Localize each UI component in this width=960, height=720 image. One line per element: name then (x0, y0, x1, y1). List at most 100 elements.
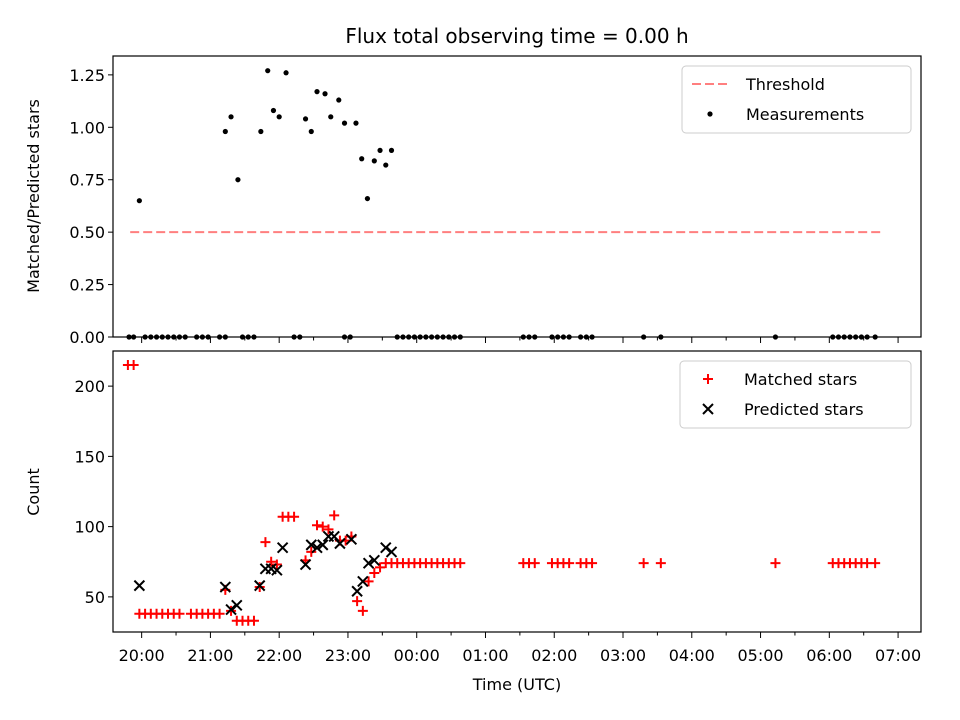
predicted-stars-point (380, 541, 392, 554)
measurements-point (371, 158, 377, 164)
measurements-point (359, 156, 365, 162)
matched-stars-point (289, 511, 300, 522)
top-y-tick-label: 0.25 (69, 276, 105, 295)
measurements-point (383, 162, 389, 168)
predicted-stars-point (311, 541, 323, 554)
bottom-y-tick-label: 200 (74, 377, 105, 396)
bottom-legend-label: Predicted stars (744, 400, 864, 419)
matched-stars-point (329, 510, 340, 521)
top-legend-label: Threshold (745, 75, 825, 94)
predicted-stars-point (305, 539, 317, 551)
predicted-stars-point (385, 546, 398, 558)
measurements-point (228, 114, 234, 120)
matched-stars-point (369, 567, 380, 578)
measurements-point (341, 120, 348, 126)
bottom-legend: Matched stars Predicted stars (679, 360, 912, 429)
top-y-tick-label: 0.75 (69, 171, 105, 190)
bottom-legend-label: Matched stars (744, 370, 857, 389)
matched-stars-point (455, 558, 466, 569)
x-tick-label: 00:00 (394, 646, 440, 665)
predicted-stars-point (276, 541, 289, 554)
measurements-point (258, 128, 264, 135)
bottom-axes-frame (112, 350, 922, 633)
measurements-point (388, 147, 395, 153)
matched-stars-point (529, 558, 540, 569)
matched-stars-point (363, 576, 374, 587)
matched-stars-point (352, 596, 363, 607)
predicted-stars-point (362, 557, 375, 569)
x-tick-label: 22:00 (256, 646, 302, 665)
measurements-legend-marker (707, 111, 713, 117)
top-axes-frame (112, 55, 922, 338)
matched-stars-point (770, 558, 781, 569)
x-tick-label: 20:00 (119, 646, 165, 665)
top-y-tick-label: 0.00 (69, 328, 105, 347)
matched-stars-point (564, 558, 575, 569)
matched-stars-point (214, 608, 225, 619)
matched-stars-point (248, 615, 259, 626)
measurements-point (314, 89, 320, 95)
top-y-tick-label: 1.00 (69, 118, 105, 137)
x-axis-label: Time (UTC) (472, 675, 561, 694)
matched-stars-point (317, 521, 328, 532)
matched-stars-point (312, 520, 323, 531)
measurements-point (336, 97, 342, 103)
matched-stars-point (271, 559, 282, 570)
top-y-axis-label: Matched/Predicted stars (24, 99, 43, 293)
x-tick-label: 06:00 (806, 646, 852, 665)
measurements-point (235, 177, 241, 183)
predicted-stars-point (345, 533, 358, 545)
predicted-stars-point (357, 575, 369, 588)
predicted-stars-point (133, 579, 146, 592)
matched-stars-point (357, 605, 368, 616)
matched-stars-point (655, 558, 666, 569)
top-y-tick-label: 0.50 (69, 223, 105, 242)
matched-stars-point (266, 556, 277, 567)
measurements-point (322, 91, 328, 97)
measurements-point (283, 70, 289, 76)
measurements-point (377, 147, 383, 153)
x-tick-label: 23:00 (325, 646, 371, 665)
measurements-point (328, 114, 334, 120)
x-tick-label: 03:00 (600, 646, 646, 665)
top-legend-box (681, 65, 912, 134)
x-tick-label: 01:00 (462, 646, 508, 665)
predicted-stars-point (351, 585, 363, 597)
matched-stars-point (587, 558, 598, 569)
bottom-y-tick-label: 50 (85, 588, 105, 607)
predicted-stars-point (225, 603, 237, 616)
predicted-stars-point (317, 539, 329, 551)
predicted-stars-legend-marker (702, 403, 714, 415)
measurements-point (276, 114, 282, 120)
measurements-point (308, 128, 314, 135)
top-legend: Threshold Measurements (681, 65, 912, 134)
predicted-stars-point (271, 564, 283, 576)
matched-stars-point (260, 537, 271, 548)
bottom-y-tick-label: 150 (74, 447, 105, 466)
predicted-stars-point (253, 579, 266, 592)
matched-stars-point (870, 558, 881, 569)
predicted-stars-point (299, 558, 312, 571)
measurements-point (364, 195, 371, 202)
figure-title: Flux total observing time = 0.00 h (345, 24, 688, 48)
matched-stars-point (174, 608, 185, 619)
predicted-stars-point (219, 581, 232, 593)
x-tick-label: 05:00 (737, 646, 783, 665)
bottom-panel: 50 100 150 200 20:00 21:00 22:00 23:00 00:00 01:0… (74, 350, 922, 665)
top-y-tick-label: 1.25 (69, 66, 105, 85)
x-tick-label: 04:00 (669, 646, 715, 665)
measurements-point (222, 128, 228, 135)
bottom-y-axis-label: Count (24, 468, 43, 516)
matched-stars-point (638, 558, 649, 569)
matched-stars-legend-marker (703, 374, 713, 384)
predicted-stars-point (334, 537, 346, 550)
predicted-stars-point (231, 599, 243, 612)
measurements-point (302, 116, 309, 122)
top-legend-label: Measurements (746, 105, 864, 124)
matched-stars-point (128, 360, 139, 371)
top-panel: 0.00 0.25 0.50 0.75 1.00 1.25 Threshold Measure… (69, 55, 922, 347)
x-tick-label: 02:00 (531, 646, 577, 665)
matched-stars-point (375, 562, 386, 573)
measurements-point (265, 68, 271, 74)
